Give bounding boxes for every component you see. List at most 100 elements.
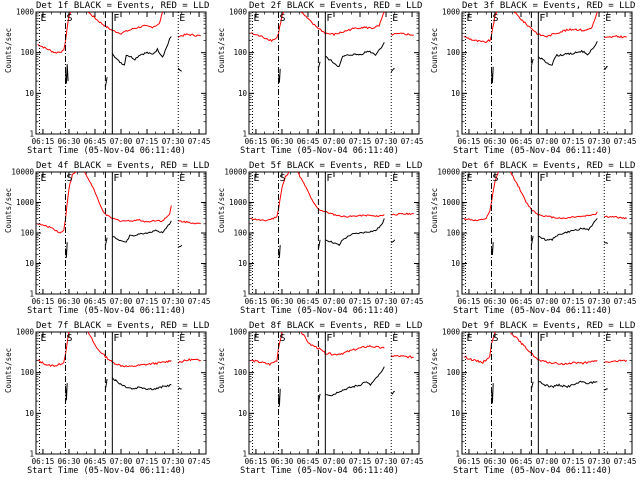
x-tick-label: 07:45 [188,457,211,466]
y-tick-label: 10 [238,89,248,98]
y-tick-label: 1000 [229,198,248,207]
plot-area: 1 10 100 1000 06:15 06:30 06:45 07:00 07:15 07:30… [442,8,637,147]
y-tick-label: 10 [451,259,461,268]
events-series-line [325,42,385,68]
lld-series-line [604,34,627,39]
x-tick-label: 06:45 [510,297,533,306]
time-marker-label: E [605,173,611,184]
lld-series-line [510,171,598,220]
x-tick-label: 06:30 [484,457,507,466]
events-series-line [325,218,385,247]
events-series-line [603,241,608,245]
x-tick-label: 07:00 [323,137,346,146]
time-marker-label: E [392,173,398,184]
y-tick-label: 1 [455,290,460,299]
time-marker-label: F [113,173,119,184]
x-tick-label: 07:45 [614,137,637,146]
events-series-line [278,68,281,83]
events-series-line [390,239,396,244]
x-tick-label: 07:00 [110,297,133,306]
events-series-line [603,388,608,391]
time-marker-label: E [605,13,611,24]
y-tick-label: 100 [20,48,34,57]
x-axis-label: Start Time (05-Nov-04 06:11:40) [27,466,186,476]
lld-series-line [250,171,290,222]
x-axis-label: Start Time (05-Nov-04 06:11:40) [453,466,612,476]
x-tick-label: 06:45 [84,297,107,306]
x-tick-label: 07:15 [562,137,585,146]
detector-panel-7: 1 10 100 1000 06:15 06:30 06:45 07:00 07:15 07:30… [0,320,213,480]
y-tick-label: 1000 [442,198,461,207]
lld-series-line [300,11,385,37]
time-marker-label: S [66,333,72,344]
x-tick-label: 07:15 [136,457,159,466]
time-marker-label: S [279,13,285,24]
y-axis-label: Counts/sec [217,347,226,393]
y-axis-label: Counts/sec [430,187,439,233]
plot-area: 1 10 100 1000 06:15 06:30 06:45 07:00 07:15 07:30… [442,328,637,467]
x-tick-label: 07:00 [110,457,133,466]
panel-title: Det 5f BLACK = Events, RED = LLD [249,161,423,171]
detector-panel-5: 1 10 100 1000 10000 06:15 06:30 06:45 07:00 07:15… [213,160,426,320]
time-marker-label: F [113,13,119,24]
time-marker-label: E [466,13,472,24]
y-tick-label: 1 [29,130,34,139]
y-tick-label: 100 [446,229,460,238]
x-tick-label: 06:15 [245,137,268,146]
events-series-line [112,220,172,243]
x-tick-label: 07:30 [375,297,398,306]
events-series-line [177,67,182,72]
plot-area: 1 10 100 1000 06:15 06:30 06:45 07:00 07:15 07:30… [229,328,423,467]
x-tick-label: 07:15 [562,457,585,466]
detector-panel-6: 1 10 100 1000 10000 06:15 06:30 06:45 07:00 07:15… [426,160,639,320]
y-axis-label: Counts/sec [4,27,13,73]
lld-series-line [177,358,201,364]
y-tick-label: 10 [238,259,248,268]
x-axis-label: Start Time (05-Nov-04 06:11:40) [240,146,399,156]
x-tick-label: 07:30 [375,457,398,466]
x-tick-label: 07:00 [110,137,133,146]
events-series-line [178,244,183,248]
lld-series-line [37,171,77,234]
panel-title: Det 2f BLACK = Events, RED = LLD [249,1,423,11]
panel-title: Det 1f BLACK = Events, RED = LLD [36,1,210,11]
time-marker-label: S [492,13,498,24]
x-tick-label: 07:00 [323,457,346,466]
x-axis-label: Start Time (05-Nov-04 06:11:40) [453,306,612,316]
time-marker-label: S [492,333,498,344]
detector-panel-8: 1 10 100 1000 06:15 06:30 06:45 07:00 07:15 07:30… [213,320,426,480]
x-tick-label: 06:15 [32,457,55,466]
time-marker-label: E [253,13,259,24]
plot-area: 1 10 100 1000 06:15 06:30 06:45 07:00 07:15 07:30… [16,328,211,467]
y-axis-label: Counts/sec [4,187,13,233]
lld-series-line [297,171,385,218]
time-marker-label: F [326,333,332,344]
y-tick-label: 1 [29,290,34,299]
detector-panel-4: 1 10 100 1000 10000 06:15 06:30 06:45 07:00 07:15… [0,160,213,320]
y-tick-label: 1000 [442,8,461,17]
y-tick-label: 100 [20,368,34,377]
x-axis-label: Start Time (05-Nov-04 06:11:40) [240,306,399,316]
x-tick-label: 07:00 [536,297,559,306]
time-marker-label: S [66,173,72,184]
events-series-line [538,380,598,389]
y-tick-label: 10 [451,89,461,98]
plot-frame [461,11,633,135]
y-tick-label: 1000 [16,198,35,207]
x-tick-label: 07:30 [162,297,185,306]
lld-series-line [177,33,201,38]
x-tick-label: 06:45 [297,137,320,146]
lld-series-line [390,354,414,359]
x-tick-label: 06:15 [458,457,481,466]
lld-series-line [463,171,499,222]
plot-area: 1 10 100 1000 10000 06:15 06:30 06:45 07:00 07:15… [437,168,636,307]
x-tick-label: 07:45 [614,457,637,466]
y-tick-label: 100 [20,229,34,238]
lld-series-line [513,11,598,38]
x-tick-label: 07:15 [349,297,372,306]
y-tick-label: 1000 [442,328,461,337]
lld-series-line [250,11,285,43]
x-tick-label: 06:30 [271,137,294,146]
plot-frame [35,171,207,295]
